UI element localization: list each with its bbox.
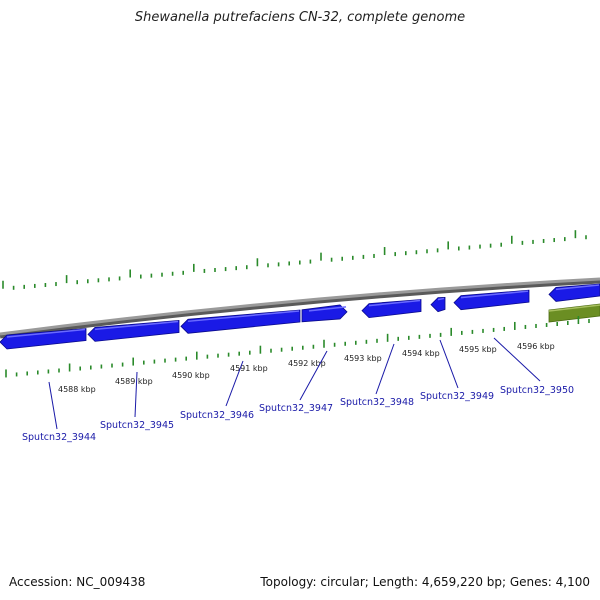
other-feature-highlight <box>548 304 600 312</box>
gene-leader-line <box>134 371 138 418</box>
lower-tick-track <box>5 316 590 378</box>
gene-highlight <box>187 310 300 323</box>
kbp-label: 4590 kbp <box>172 371 210 380</box>
backbone-shadow <box>0 278 600 339</box>
gene-feature[interactable] <box>361 299 422 319</box>
kbp-label: 4595 kbp <box>459 345 497 354</box>
gene-label[interactable]: Sputcn32_3948 <box>340 397 414 408</box>
gene-highlight <box>555 284 600 291</box>
gene-label[interactable]: Sputcn32_3945 <box>100 420 174 431</box>
gene-leader-line <box>493 337 541 382</box>
gene-label[interactable]: Sputcn32_3949 <box>420 391 494 402</box>
gene-label-track: Sputcn32_3944 Sputcn32_3945 Sputcn32_3946 S… <box>22 337 574 443</box>
gene-feature-track <box>0 283 600 350</box>
gene-feature[interactable] <box>453 289 530 311</box>
gene-feature[interactable] <box>87 320 180 342</box>
gene-feature[interactable] <box>180 309 301 334</box>
gene-label[interactable]: Sputcn32_3946 <box>180 410 254 421</box>
kbp-label: 4591 kbp <box>230 364 268 373</box>
accession-text: Accession: NC_009438 <box>9 575 146 589</box>
kbp-label: 4593 kbp <box>344 354 382 363</box>
other-feature[interactable] <box>548 303 600 323</box>
gene-feature[interactable] <box>0 328 87 350</box>
gene-feature[interactable] <box>548 283 600 302</box>
map-title: Shewanella putrefaciens CN-32, complete … <box>134 10 466 25</box>
kbp-label: 4596 kbp <box>517 342 555 351</box>
gene-leader-line <box>225 360 244 407</box>
genome-stats-text: Topology: circular; Length: 4,659,220 bp… <box>260 575 590 589</box>
gene-highlight <box>460 290 529 299</box>
kbp-label: 4589 kbp <box>115 377 153 386</box>
upper-tick-track <box>2 230 587 290</box>
kbp-label: 4588 kbp <box>58 385 96 394</box>
gene-label[interactable]: Sputcn32_3950 <box>500 385 574 396</box>
kbp-label: 4592 kbp <box>288 359 326 368</box>
gene-leader-line <box>439 339 459 389</box>
gene-leader-line <box>299 350 328 401</box>
gene-leader-line <box>375 343 395 395</box>
gene-highlight <box>6 328 86 338</box>
gene-label[interactable]: Sputcn32_3947 <box>259 403 333 414</box>
gene-leader-line <box>48 381 58 430</box>
gene-highlight <box>368 299 421 307</box>
kbp-label: 4594 kbp <box>402 349 440 358</box>
backbone-line <box>0 277 600 336</box>
gene-highlight <box>437 297 445 301</box>
gene-label[interactable]: Sputcn32_3944 <box>22 432 96 443</box>
gene-highlight <box>308 306 347 312</box>
genome-backbone <box>0 277 600 339</box>
gene-feature[interactable] <box>301 304 348 323</box>
kbp-label-track: 4588 kbp 4589 kbp 4590 kbp 4591 kbp 4592 kbp… <box>58 342 555 394</box>
gene-highlight <box>94 320 179 331</box>
gene-feature[interactable] <box>430 297 446 313</box>
